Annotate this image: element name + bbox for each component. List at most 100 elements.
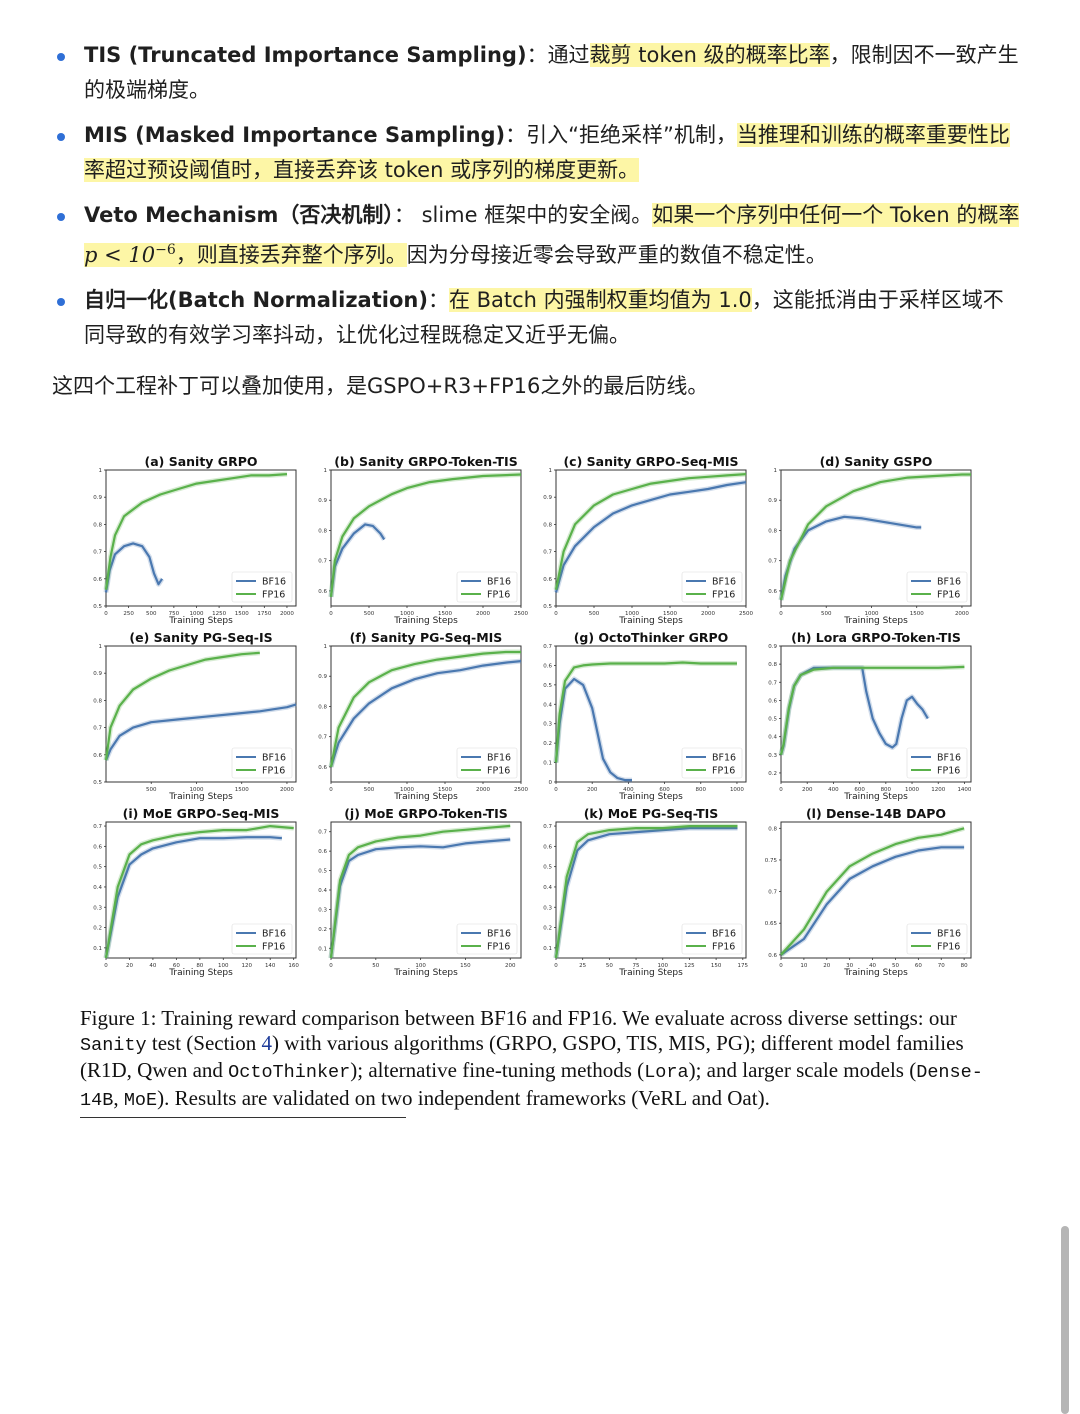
x-tick-label: 160 <box>288 963 299 969</box>
x-tick-label: 50 <box>892 963 899 969</box>
chart-title: (e) Sanity PG-Seq-IS <box>129 630 272 645</box>
y-tick-label: 0.8 <box>768 528 777 534</box>
x-axis-label: Training Steps <box>843 792 908 802</box>
bullet-text: 因为分母接近零会导致严重的数值不稳定性。 <box>406 243 827 267</box>
chart-panel: (a) Sanity GRPO 0.5 0.6 0.7 0.8 0.9 1 0 250 500 75… <box>93 454 297 626</box>
y-tick-label: 0.9 <box>768 644 777 650</box>
x-tick-label: 800 <box>881 787 892 793</box>
bullet-sep: ： <box>526 43 548 67</box>
legend-label: BF16 <box>712 753 736 764</box>
x-axis-label: Training Steps <box>618 616 683 626</box>
x-tick-label: 0 <box>554 787 558 793</box>
y-tick-label: 0.3 <box>543 722 552 728</box>
section-ref-link[interactable]: 4 <box>261 1030 273 1055</box>
x-tick-label: 2500 <box>514 611 528 617</box>
y-tick-label: 0.6 <box>768 698 777 704</box>
x-tick-label: 80 <box>196 963 203 969</box>
y-tick-label: 0.2 <box>543 926 552 932</box>
x-tick-label: 10 <box>800 963 807 969</box>
y-tick-label: 0.1 <box>543 946 552 952</box>
y-tick-label: 0.3 <box>768 753 777 759</box>
chart-panel: (k) MoE PG-Seq-TIS 0.1 0.2 0.3 0.4 0.5 0.6 0.7 0… <box>543 806 748 978</box>
y-tick-label: 0.8 <box>543 522 552 528</box>
x-axis-label: Training Steps <box>393 792 458 802</box>
y-tick-label: 0.6 <box>93 844 102 850</box>
y-tick-label: 1 <box>99 468 103 474</box>
series-line-fp16 <box>554 473 747 590</box>
bullet-text: ，限制因不一致产生的极端梯度。 <box>84 43 1019 102</box>
y-tick-label: 0.5 <box>93 780 102 786</box>
x-tick-label: 1000 <box>400 611 414 617</box>
series-line-fp16 <box>780 827 965 956</box>
y-tick-label: 0.2 <box>93 926 102 932</box>
chart-panel: (i) MoE GRPO-Seq-MIS 0.1 0.2 0.3 0.4 0.5 0.6 0.… <box>93 806 299 978</box>
x-tick-label: 500 <box>146 611 157 617</box>
y-tick-label: 0.7 <box>768 890 777 896</box>
y-tick-label: 0.5 <box>543 865 552 871</box>
y-tick-label: 1 <box>99 644 103 650</box>
bullet-batch-norm: 自归一化(Batch Normalization)：在 Batch 内强制权重均… <box>52 283 1022 353</box>
x-tick-label: 500 <box>146 787 157 793</box>
y-tick-label: 0.6 <box>93 753 102 759</box>
legend-label: BF16 <box>262 577 286 588</box>
legend-label: FP16 <box>487 942 510 953</box>
x-tick-label: 1500 <box>438 787 452 793</box>
series-line-fp16 <box>329 824 511 959</box>
x-tick-label: 20 <box>823 963 830 969</box>
series-line-bf16 <box>104 703 297 761</box>
y-tick-label: 0.6 <box>93 577 102 583</box>
y-tick-label: 0.9 <box>768 498 777 504</box>
y-tick-label: 0.4 <box>93 885 102 891</box>
legend-label: BF16 <box>487 577 511 588</box>
x-tick-label: 800 <box>696 787 707 793</box>
y-tick-label: 0.1 <box>543 761 552 767</box>
x-tick-label: 120 <box>241 963 252 969</box>
chart-panel: (f) Sanity PG-Seq-MIS 0.6 0.7 0.8 0.9 1 0 500 10… <box>318 630 528 802</box>
bullet-sep: ： <box>393 203 422 227</box>
caption-text: ); and larger scale models ( <box>688 1058 917 1082</box>
x-tick-label: 40 <box>869 963 876 969</box>
x-axis-label: Training Steps <box>168 616 233 626</box>
x-tick-label: 20 <box>126 963 133 969</box>
x-tick-label: 1250 <box>212 611 226 617</box>
y-tick-label: 1 <box>549 468 553 474</box>
legend-label: BF16 <box>937 929 961 940</box>
y-tick-label: 0.6 <box>543 577 552 583</box>
bullet-text: 引入“拒绝采样”机制， <box>526 123 737 147</box>
bullet-mis: MIS (Masked Importance Sampling)：引入“拒绝采样… <box>52 118 1022 188</box>
y-tick-label: 0.7 <box>543 550 552 556</box>
y-tick-label: 0.5 <box>768 717 777 723</box>
series-line-fp16 <box>104 825 294 959</box>
math-exponent: −6 <box>155 242 176 258</box>
caption-code: OctoThinker <box>228 1062 351 1083</box>
x-tick-label: 150 <box>711 963 722 969</box>
legend-label: BF16 <box>262 753 286 764</box>
legend-label: FP16 <box>262 942 285 953</box>
x-tick-label: 500 <box>821 611 832 617</box>
x-axis-label: Training Steps <box>843 968 908 978</box>
x-tick-label: 1500 <box>910 611 924 617</box>
y-tick-label: 1 <box>324 468 328 474</box>
y-tick-label: 0.7 <box>768 559 777 565</box>
series-line-fp16 <box>329 650 521 768</box>
x-tick-label: 1000 <box>864 611 878 617</box>
legend-label: FP16 <box>487 590 510 601</box>
x-tick-label: 0 <box>554 611 558 617</box>
x-tick-label: 140 <box>265 963 276 969</box>
y-tick-label: 0.5 <box>93 865 102 871</box>
x-tick-label: 600 <box>854 787 865 793</box>
chart-title: (h) Lora GRPO-Token-TIS <box>791 630 961 645</box>
series-line-bf16 <box>554 481 747 593</box>
y-tick-label: 0.9 <box>93 671 102 677</box>
scrollbar-thumb[interactable] <box>1061 1226 1069 1414</box>
x-tick-label: 1200 <box>931 787 945 793</box>
x-tick-label: 2500 <box>514 787 528 793</box>
x-tick-label: 100 <box>218 963 229 969</box>
x-tick-label: 600 <box>659 787 670 793</box>
bullet-tis: TIS (Truncated Importance Sampling)：通过裁剪… <box>52 38 1022 108</box>
x-tick-label: 250 <box>123 611 134 617</box>
y-tick-label: 1 <box>774 468 778 474</box>
legend-label: FP16 <box>937 766 960 777</box>
footnote-divider <box>80 1117 406 1118</box>
y-tick-label: 0.9 <box>543 495 552 501</box>
